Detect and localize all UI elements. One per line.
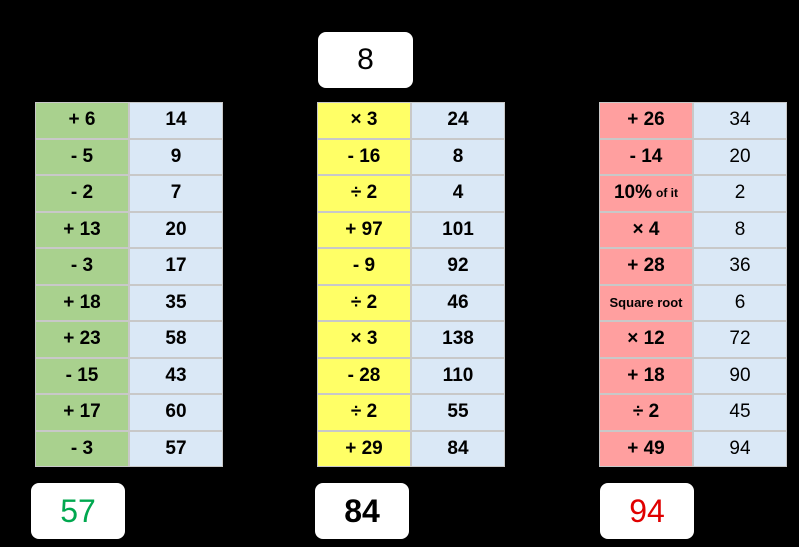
operation-text: 10%: [613, 182, 653, 204]
result-cell: 58: [129, 321, 223, 358]
operation-cell: - 3: [35, 248, 129, 285]
result-cell: 46: [411, 284, 505, 321]
result-cell: 101: [411, 211, 505, 248]
result-cell: 35: [129, 284, 223, 321]
operation-cell: Square root: [599, 284, 693, 321]
result-cell: 14: [129, 102, 223, 139]
operation-cell: + 18: [599, 357, 693, 394]
operation-cell: × 3: [317, 321, 411, 358]
operation-cell: + 26: [599, 102, 693, 139]
operation-cell: - 14: [599, 138, 693, 175]
result-cell: 17: [129, 248, 223, 285]
operation-note: of it: [656, 186, 679, 201]
result-cell: 34: [693, 102, 787, 139]
operation-cell: - 9: [317, 248, 411, 285]
result-cell: 24: [411, 102, 505, 139]
operation-cell: + 28: [599, 248, 693, 285]
operation-cell: + 97: [317, 211, 411, 248]
operation-cell: + 18: [35, 284, 129, 321]
result-cell: 60: [129, 394, 223, 431]
result-cell: 20: [693, 138, 787, 175]
operation-cell: - 3: [35, 430, 129, 467]
result-cell: 43: [129, 357, 223, 394]
answer-box: 94: [600, 483, 694, 539]
operation-cell: - 16: [317, 138, 411, 175]
result-cell: 138: [411, 321, 505, 358]
operation-cell: + 6: [35, 102, 129, 139]
operation-cell: × 4: [599, 211, 693, 248]
result-cell: 36: [693, 248, 787, 285]
operation-cell: + 17: [35, 394, 129, 431]
result-cell: 8: [411, 138, 505, 175]
operation-cell: 10% of it: [599, 175, 693, 212]
result-cell: 4: [411, 175, 505, 212]
result-cell: 45: [693, 394, 787, 431]
answer-box: 57: [31, 483, 125, 539]
result-cell: 2: [693, 175, 787, 212]
operation-cell: ÷ 2: [317, 175, 411, 212]
operation-cell: - 5: [35, 138, 129, 175]
operation-cell: ÷ 2: [599, 394, 693, 431]
operation-cell: - 2: [35, 175, 129, 212]
answer-box: 84: [315, 483, 409, 539]
start-box: 8: [318, 32, 413, 88]
result-cell: 94: [693, 430, 787, 467]
result-cell: 72: [693, 321, 787, 358]
result-cell: 9: [129, 138, 223, 175]
result-cell: 57: [129, 430, 223, 467]
result-cell: 7: [129, 175, 223, 212]
operation-cell: ÷ 2: [317, 284, 411, 321]
operation-cell: × 12: [599, 321, 693, 358]
result-cell: 55: [411, 394, 505, 431]
operation-cell: - 15: [35, 357, 129, 394]
result-cell: 84: [411, 430, 505, 467]
result-cell: 110: [411, 357, 505, 394]
result-cell: 92: [411, 248, 505, 285]
operation-cell: × 3: [317, 102, 411, 139]
result-cell: 90: [693, 357, 787, 394]
result-cell: 20: [129, 211, 223, 248]
operation-cell: + 49: [599, 430, 693, 467]
operation-cell: ÷ 2: [317, 394, 411, 431]
result-cell: 6: [693, 284, 787, 321]
result-cell: 8: [693, 211, 787, 248]
operation-cell: + 13: [35, 211, 129, 248]
operation-cell: + 29: [317, 430, 411, 467]
operation-cell: - 28: [317, 357, 411, 394]
operation-cell: + 23: [35, 321, 129, 358]
